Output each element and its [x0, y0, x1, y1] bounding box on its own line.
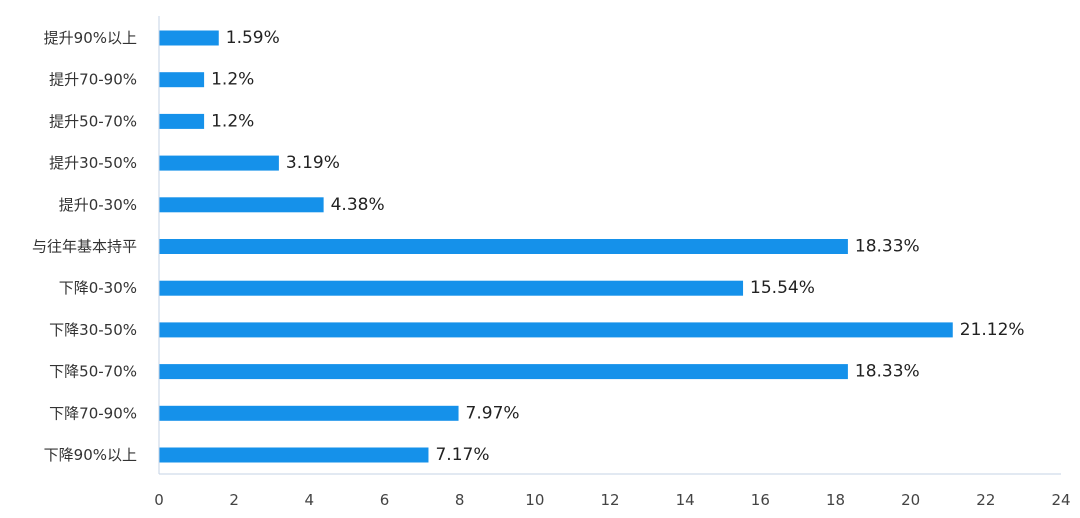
x-tick-label: 2: [229, 491, 239, 509]
x-tick-label: 20: [901, 491, 920, 509]
category-label: 提升70-90%: [49, 71, 137, 89]
bar: [159, 30, 219, 46]
value-label: 1.2%: [211, 111, 254, 131]
category-label: 下降30-50%: [49, 321, 137, 339]
x-tick-label: 18: [826, 491, 845, 509]
value-label: 21.12%: [960, 320, 1025, 340]
bar: [159, 113, 205, 129]
x-tick-label: 14: [676, 491, 695, 509]
value-label: 7.97%: [466, 403, 520, 423]
category-label: 提升0-30%: [59, 196, 137, 214]
value-label: 15.54%: [750, 278, 815, 298]
bar: [159, 239, 848, 254]
bar: [159, 364, 848, 380]
category-label: 下降50-70%: [49, 363, 137, 381]
x-tick-label: 4: [305, 491, 315, 509]
x-tick-label: 6: [380, 491, 390, 509]
bar: [159, 447, 429, 463]
value-label: 1.2%: [211, 70, 254, 90]
bar: [159, 405, 459, 421]
category-label: 下降90%以上: [44, 446, 137, 464]
bar: [159, 280, 744, 296]
bar: [159, 155, 279, 171]
category-label: 提升30-50%: [49, 154, 137, 172]
category-label: 提升90%以上: [44, 29, 137, 47]
value-label: 4.38%: [331, 195, 385, 215]
x-tick-label: 16: [751, 491, 770, 509]
x-tick-label: 12: [600, 491, 619, 509]
value-label: 18.33%: [855, 237, 920, 257]
x-tick-labels-group: 0 2 4 6 8 10 12 14 16 18 20 22 24: [154, 491, 1070, 509]
category-label: 下降70-90%: [49, 404, 137, 422]
x-tick-label: 24: [1051, 491, 1070, 509]
x-tick-label: 22: [976, 491, 995, 509]
value-label: 3.19%: [286, 153, 340, 173]
category-label: 提升50-70%: [49, 112, 137, 130]
x-tick-label: 8: [455, 491, 465, 509]
value-labels-group: 1.59% 1.2% 1.2% 3.19% 4.38% 18.33% 15.54% 21.12…: [211, 28, 1024, 465]
x-tick-label: 0: [154, 491, 164, 509]
value-label: 7.17%: [435, 445, 489, 465]
bar: [159, 72, 205, 88]
bars-group: [159, 30, 953, 463]
bar: [159, 197, 324, 213]
category-label: 下降0-30%: [59, 279, 137, 297]
value-label: 18.33%: [855, 362, 920, 382]
x-tick-label: 10: [525, 491, 544, 509]
value-label: 1.59%: [226, 28, 280, 48]
category-label: 与往年基本持平: [32, 238, 137, 256]
bar: [159, 322, 953, 338]
